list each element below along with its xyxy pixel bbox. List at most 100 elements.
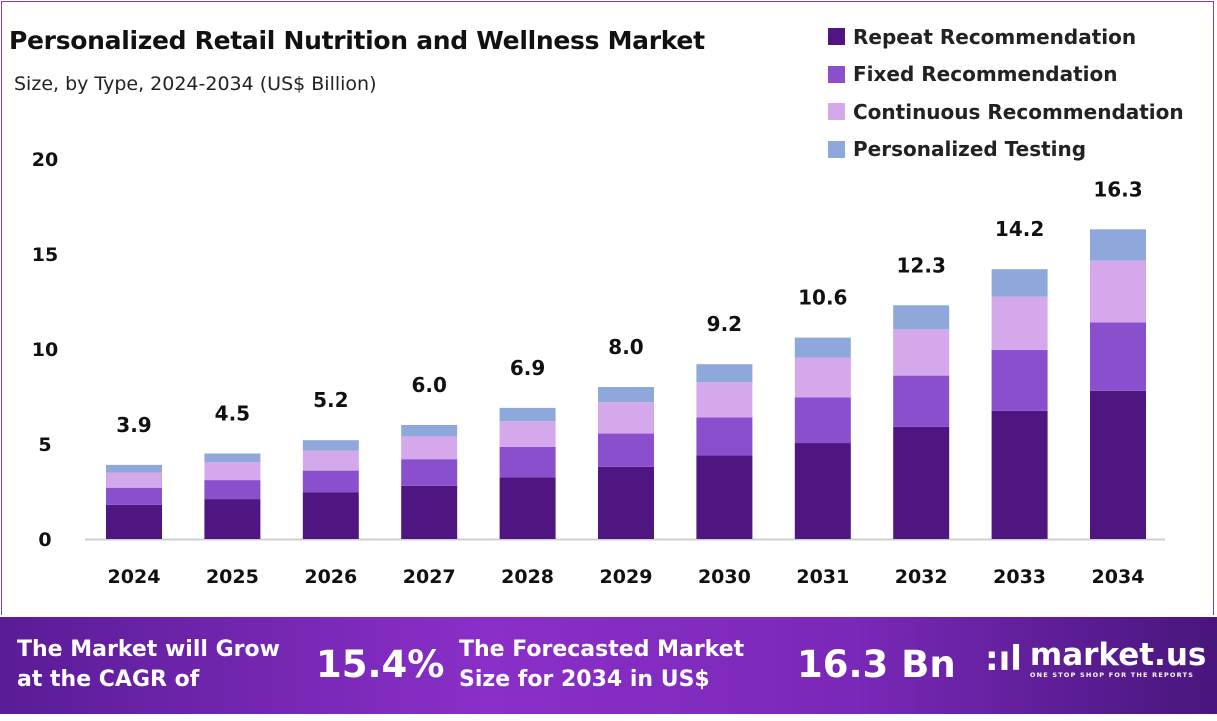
x-tick-label: 2031 [796,566,849,588]
legend-swatch [828,140,845,158]
cagr-label-line: at the CAGR of [17,667,200,692]
market-us-logo: :ıl market.us ONE STOP SHOP FOR THE REPOR… [985,639,1206,679]
cagr-value: 15.4% [316,643,445,686]
bar-segment [893,375,950,427]
bar-segment [204,499,261,539]
forecast-label-line: Size for 2034 in US$ [459,667,710,692]
x-tick-label: 2028 [501,566,554,588]
y-tick-label: 20 [32,149,58,171]
bar-segment [106,472,162,488]
legend: Repeat Recommendation Fixed Recommendati… [828,18,1184,168]
cagr-label-line: The Market will Grow [17,637,280,662]
legend-label: Personalized Testing [853,137,1087,162]
bar-segment [499,421,556,447]
legend-label: Fixed Recommendation [853,62,1118,87]
data-label: 6.9 [510,356,545,380]
bar-segment [991,296,1048,350]
legend-swatch [828,65,845,83]
data-label: 14.2 [995,217,1044,241]
cagr-label: The Market will Grow at the CAGR of [17,635,280,695]
bar-segment [401,485,458,539]
forecast-value: 16.3 Bn [797,643,956,686]
x-tick-label: 2029 [600,566,653,588]
data-label: 9.2 [707,312,742,336]
forecast-label: The Forecasted Market Size for 2034 in US… [459,635,744,695]
bar-segment [794,357,851,398]
y-tick-label: 15 [32,244,58,266]
bar-segment [401,425,458,437]
x-tick-label: 2032 [895,566,948,588]
bar-segment [598,387,654,403]
data-label: 8.0 [608,335,643,359]
legend-swatch [828,103,845,121]
bar-segment [1090,390,1146,539]
legend-item-repeat: Repeat Recommendation [828,18,1184,56]
legend-label: Continuous Recommendation [853,99,1184,124]
bar-segment [696,417,753,456]
bar-segment [499,446,556,478]
chart-title: Personalized Retail Nutrition and Wellne… [9,26,705,55]
data-label: 10.6 [798,286,847,310]
bar-segment [794,443,851,539]
bar-segment [991,269,1048,297]
data-label: 5.2 [313,388,348,412]
logo-tagline: ONE STOP SHOP FOR THE REPORTS [1029,671,1195,679]
bar-segment [401,459,458,486]
x-tick-label: 2027 [403,566,456,588]
bar-segment [598,466,654,539]
legend-label: Repeat Recommendation [853,24,1137,49]
bar-segment [598,433,654,467]
bar-segment [696,455,753,539]
bar-segment [696,382,753,418]
y-tick-label: 0 [38,529,51,551]
x-tick-label: 2030 [698,566,751,588]
legend-item-testing: Personalized Testing [828,131,1184,169]
y-tick-label: 10 [32,339,58,361]
x-tick-label: 2034 [1092,566,1145,588]
bar-segment [893,329,950,376]
bar-segment [1090,322,1146,391]
bar-segment [106,487,162,505]
legend-item-continuous: Continuous Recommendation [828,93,1184,131]
data-label: 12.3 [897,253,946,277]
bar-segment [106,464,162,473]
bar-segment [302,470,359,493]
bar-segment [401,436,458,460]
chart-frame [1,1,1214,615]
legend-swatch [828,28,845,46]
bar-segment [499,407,556,422]
bar-segment [204,462,261,481]
bar-segment [106,504,162,539]
y-tick-label: 5 [38,434,51,456]
bar-segment [302,440,359,451]
data-label: 3.9 [116,413,151,437]
data-label: 16.3 [1093,177,1142,201]
bar-segment [794,397,851,444]
bar-segment [1090,260,1146,323]
bar-segment [893,305,950,330]
bar-segment [598,402,654,434]
bar-segment [302,450,359,471]
legend-item-fixed: Fixed Recommendation [828,56,1184,94]
bar-segment [991,349,1048,411]
bar-segment [794,337,851,358]
chart-subtitle: Size, by Type, 2024-2034 (US$ Billion) [14,73,377,95]
x-tick-label: 2033 [993,566,1046,588]
forecast-label-line: The Forecasted Market [459,637,745,662]
bar-segment [1090,229,1146,261]
bar-segment [204,480,261,500]
bar-segment [991,410,1048,539]
x-tick-label: 2025 [206,566,259,588]
footer-banner: The Market will Grow at the CAGR of 15.4%… [0,617,1217,714]
bar-segment [893,426,950,539]
x-tick-label: 2024 [108,566,161,588]
logo-mark-icon: :ıl [985,639,1022,679]
data-label: 4.5 [215,402,250,426]
stacked-bar-chart: 0 5 10 15 20 3.9 2024 4.5 2025 5.2 2026 6.0 2027 6.9 2… [32,149,1165,588]
logo-name: market.us [1029,637,1207,673]
data-label: 6.0 [411,373,446,397]
bar-segment [204,453,261,463]
bar-segment [696,364,753,383]
bar-segment [302,492,359,539]
bar-segment [499,477,556,539]
